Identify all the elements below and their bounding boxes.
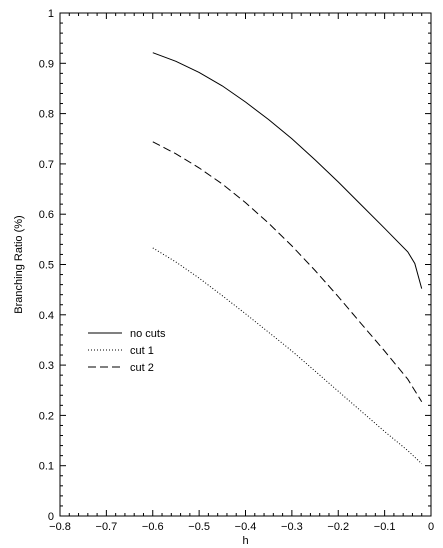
- y-tick-label: 0.4: [39, 310, 54, 322]
- series-line-no-cuts: [152, 52, 423, 289]
- legend-label: cut 2: [130, 362, 154, 374]
- y-axis-label: Branching Ratio (%): [13, 215, 25, 313]
- plot-area: [59, 12, 432, 517]
- y-tick-label: 0.3: [39, 360, 54, 372]
- plot-frame: [59, 12, 432, 517]
- y-tick-label: 1: [48, 8, 54, 20]
- series-line-cut-1: [152, 247, 423, 465]
- y-tick-label: 0.2: [39, 410, 54, 422]
- y-tick-label: 0.9: [39, 58, 54, 70]
- axis-labels: h Branching Ratio (%): [13, 215, 249, 547]
- x-tick-label: −0.8: [49, 521, 71, 533]
- axis-ticks: −0.8 −0.7 −0.6 −0.5 −0.4 −0.3 −0.2 −0.1 0 0 0.1 0.2…: [39, 8, 434, 533]
- y-tick-label: 0.1: [39, 461, 54, 473]
- x-tick-label: −0.7: [96, 521, 118, 533]
- x-tick-label: −0.2: [327, 521, 349, 533]
- y-tick-label: 0.6: [39, 209, 54, 221]
- y-tick-label: 0.8: [39, 109, 54, 121]
- x-tick-label: −0.4: [235, 521, 257, 533]
- x-tick-label: −0.5: [188, 521, 210, 533]
- y-tick-label: 0: [48, 511, 54, 523]
- series-layer: [152, 52, 423, 465]
- x-tick-label: −0.1: [374, 521, 396, 533]
- x-tick-label: −0.3: [281, 521, 303, 533]
- x-tick-label: 0: [428, 521, 434, 533]
- legend-label: cut 1: [130, 345, 154, 357]
- y-tick-label: 0.7: [39, 159, 54, 171]
- legend: no cuts cut 1 cut 2: [88, 328, 166, 374]
- series-line-cut-2: [152, 141, 423, 403]
- legend-label: no cuts: [130, 328, 166, 340]
- x-tick-label: −0.6: [142, 521, 164, 533]
- y-tick-label: 0.5: [39, 260, 54, 272]
- x-axis-label: h: [242, 535, 248, 547]
